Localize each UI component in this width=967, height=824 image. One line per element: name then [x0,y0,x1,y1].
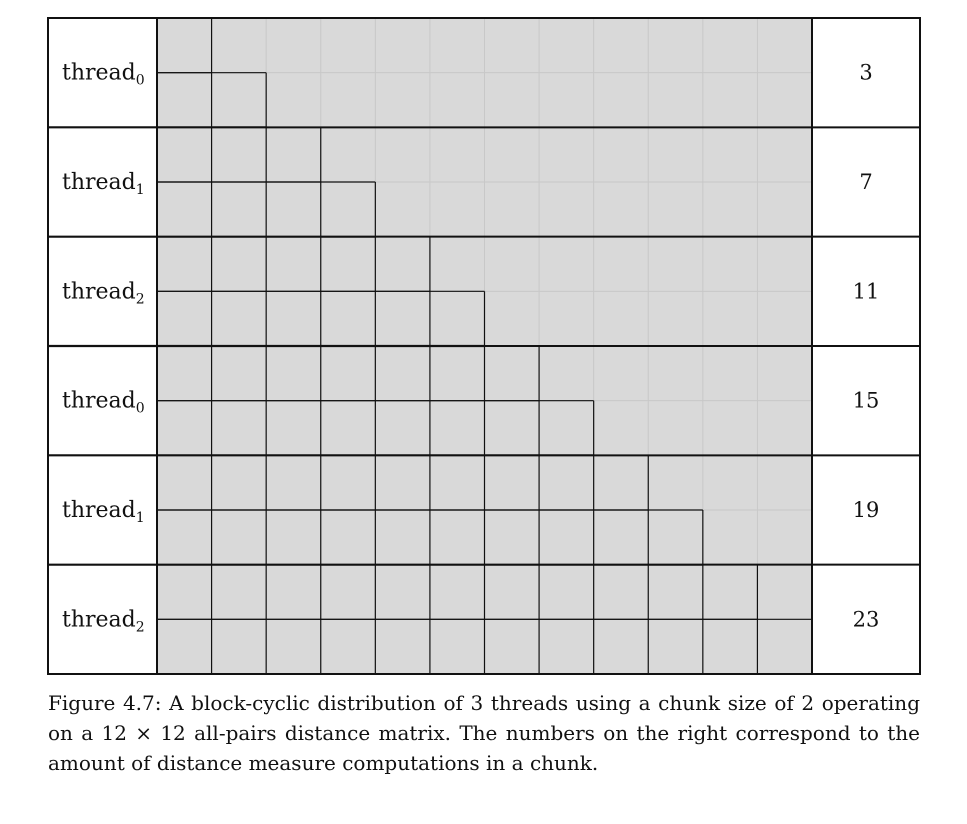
thread-label-text: thread [62,607,136,632]
thread-index-subscript: 1 [136,510,145,526]
thread-label: thread1 [62,498,145,526]
thread-index-subscript: 2 [136,291,145,307]
thread-index-subscript: 0 [136,401,145,417]
thread-label: thread0 [62,389,145,417]
thread-index-subscript: 2 [136,619,145,635]
thread-label-text: thread [62,389,136,414]
chunk-count: 23 [853,607,880,631]
thread-label-text: thread [62,170,136,195]
thread-label-text: thread [62,61,136,86]
figure-caption: Figure 4.7: A block-cyclic distribution … [48,691,920,775]
thread-label-text: thread [62,279,136,304]
thread-index-subscript: 1 [136,182,145,198]
thread-label-text: thread [62,498,136,523]
thread-label: thread2 [62,279,145,307]
chunk-count: 7 [859,170,872,194]
chunk-count: 11 [853,279,880,303]
thread-label: thread2 [62,607,145,635]
chunk-count: 3 [859,61,872,85]
chunk-count: 19 [853,498,880,522]
chunk-count: 15 [853,389,880,413]
thread-label: thread0 [62,61,145,89]
thread-index-subscript: 0 [136,73,145,89]
thread-label: thread1 [62,170,145,198]
